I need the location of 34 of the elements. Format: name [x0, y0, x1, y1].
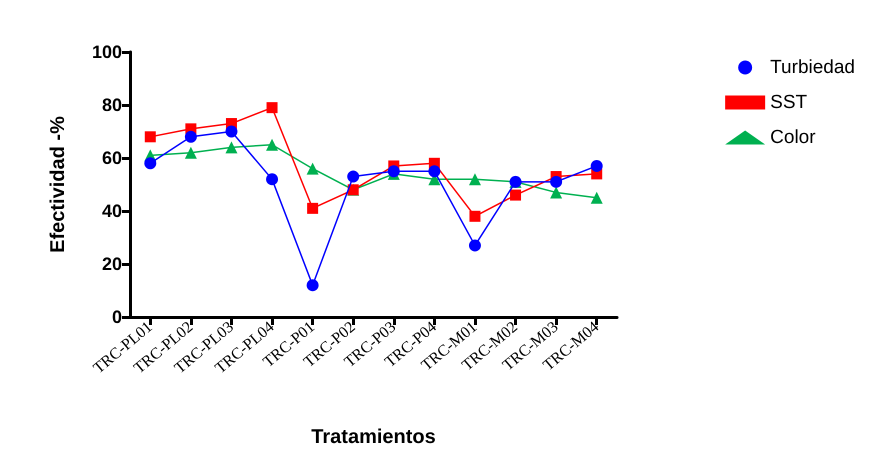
point: [184, 146, 197, 159]
point: [144, 131, 156, 142]
y-tick-label: 80: [102, 95, 122, 115]
point: [428, 165, 440, 178]
y-tick-label: 40: [102, 201, 122, 221]
x-axis-title: Tratamientos: [311, 426, 436, 448]
legend-label: SST: [770, 92, 808, 113]
point: [468, 173, 481, 186]
point: [184, 130, 197, 143]
point: [266, 173, 278, 186]
point: [225, 126, 238, 138]
point: [550, 176, 562, 188]
point: [306, 162, 319, 175]
y-tick-label: 0: [112, 307, 122, 327]
point: [388, 165, 400, 178]
point: [266, 138, 278, 151]
point: [307, 202, 318, 214]
y-tick-label: 100: [92, 42, 122, 62]
point: [590, 160, 603, 172]
point: [590, 192, 603, 204]
legend-label: Color: [770, 127, 816, 148]
point: [468, 239, 481, 252]
legend-label: Turbiedad: [770, 57, 856, 78]
point: [266, 102, 278, 114]
point: [225, 141, 238, 154]
y-tick-label: 20: [102, 254, 122, 274]
point: [469, 210, 480, 222]
point: [347, 170, 360, 183]
y-axis-title: Efectividad -%: [47, 116, 69, 253]
point: [306, 279, 319, 292]
point: [144, 157, 156, 170]
point: [550, 186, 562, 198]
point: [510, 190, 522, 201]
y-tick-label: 60: [102, 148, 122, 168]
